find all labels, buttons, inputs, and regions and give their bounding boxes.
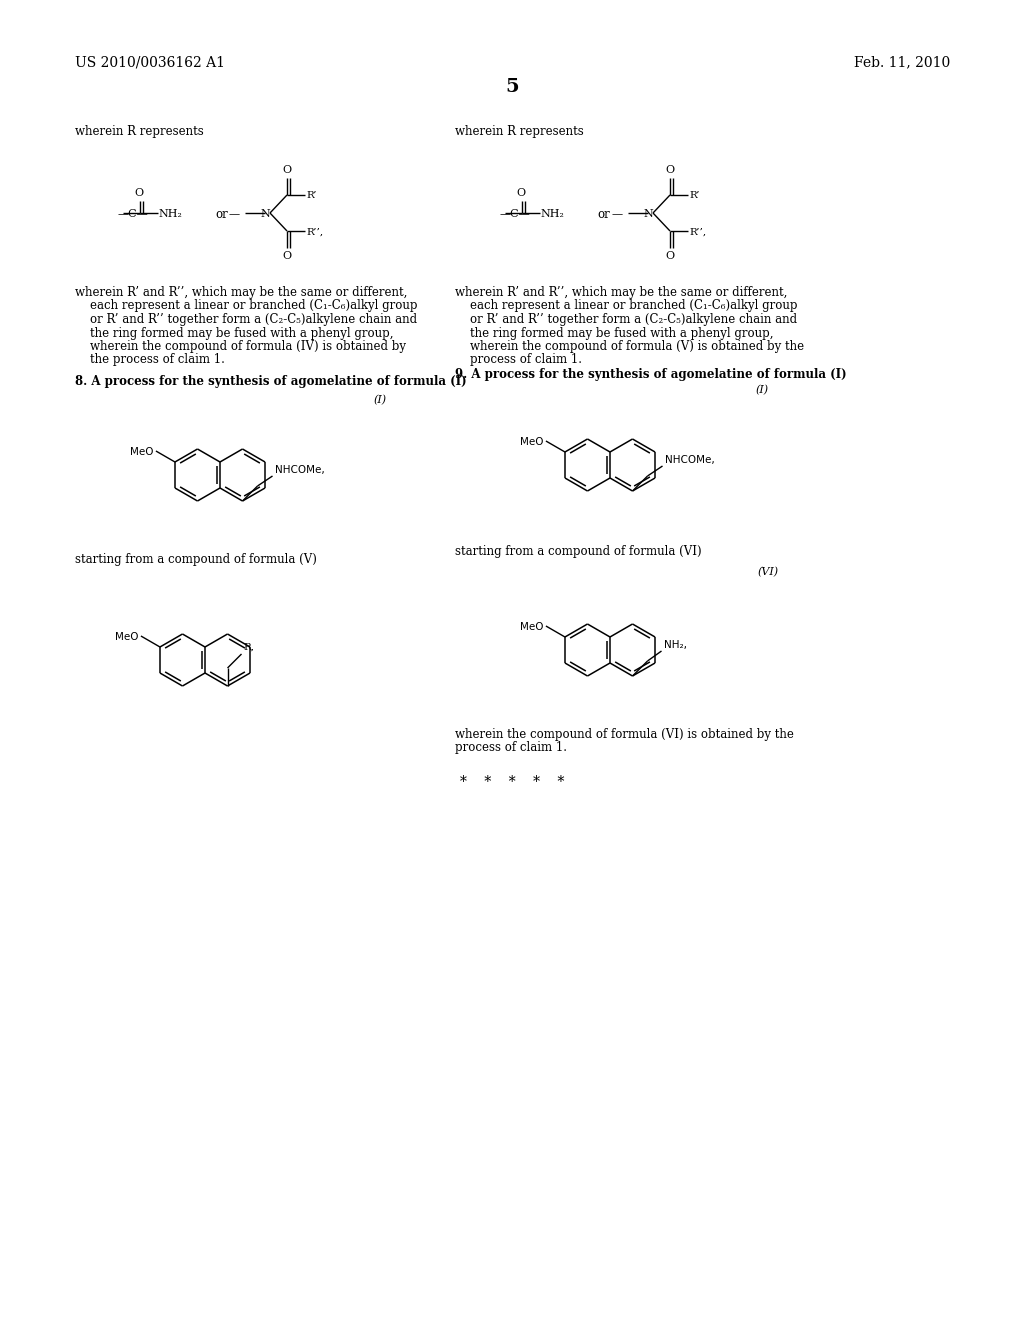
Text: —: —: [229, 209, 240, 219]
Text: R’’,: R’’,: [306, 227, 324, 236]
Text: —: —: [612, 209, 623, 219]
Text: wherein the compound of formula (V) is obtained by the: wherein the compound of formula (V) is o…: [455, 341, 804, 352]
Text: the ring formed may be fused with a phenyl group,: the ring formed may be fused with a phen…: [455, 326, 773, 339]
Text: *    *    *    *    *: * * * * *: [460, 775, 564, 789]
Text: NH₂,: NH₂,: [664, 640, 686, 649]
Text: 5: 5: [505, 78, 519, 96]
Text: R’: R’: [689, 191, 699, 201]
Text: or: or: [215, 209, 227, 222]
Text: starting from a compound of formula (V): starting from a compound of formula (V): [75, 553, 316, 566]
Text: wherein R’ and R’’, which may be the same or different,: wherein R’ and R’’, which may be the sam…: [75, 286, 408, 300]
Text: starting from a compound of formula (VI): starting from a compound of formula (VI): [455, 545, 701, 558]
Text: NH₂: NH₂: [540, 209, 564, 219]
Text: O: O: [666, 165, 675, 176]
Text: O: O: [516, 187, 525, 198]
Text: 8. A process for the synthesis of agomelatine of formula (I): 8. A process for the synthesis of agomel…: [75, 375, 467, 388]
Text: each represent a linear or branched (C₁-C₆)alkyl group: each represent a linear or branched (C₁-…: [455, 300, 798, 313]
Text: wherein R represents: wherein R represents: [75, 125, 204, 139]
Text: O: O: [283, 251, 292, 261]
Text: MeO: MeO: [130, 447, 154, 457]
Text: process of claim 1.: process of claim 1.: [455, 354, 582, 367]
Text: (I): (I): [373, 395, 386, 405]
Text: wherein the compound of formula (IV) is obtained by: wherein the compound of formula (IV) is …: [75, 341, 406, 352]
Text: (I): (I): [756, 385, 769, 395]
Text: NH₂: NH₂: [158, 209, 182, 219]
Text: O: O: [134, 187, 143, 198]
Text: —C—: —C—: [500, 209, 530, 219]
Text: the ring formed may be fused with a phenyl group,: the ring formed may be fused with a phen…: [75, 326, 393, 339]
Text: R’’,: R’’,: [689, 227, 707, 236]
Text: process of claim 1.: process of claim 1.: [455, 741, 567, 754]
Text: Feb. 11, 2010: Feb. 11, 2010: [854, 55, 950, 69]
Text: R,: R,: [244, 643, 255, 652]
Text: wherein R’ and R’’, which may be the same or different,: wherein R’ and R’’, which may be the sam…: [455, 286, 787, 300]
Text: or R’ and R’’ together form a (C₂-C₅)alkylene chain and: or R’ and R’’ together form a (C₂-C₅)alk…: [75, 313, 417, 326]
Text: MeO: MeO: [520, 437, 544, 447]
Text: NHCOMe,: NHCOMe,: [665, 455, 715, 465]
Text: O: O: [666, 251, 675, 261]
Text: MeO: MeO: [520, 622, 544, 632]
Text: N: N: [260, 209, 270, 219]
Text: or R’ and R’’ together form a (C₂-C₅)alkylene chain and: or R’ and R’’ together form a (C₂-C₅)alk…: [455, 313, 797, 326]
Text: —C—: —C—: [118, 209, 148, 219]
Text: R’: R’: [306, 191, 316, 201]
Text: MeO: MeO: [116, 632, 139, 642]
Text: wherein the compound of formula (VI) is obtained by the: wherein the compound of formula (VI) is …: [455, 729, 794, 741]
Text: the process of claim 1.: the process of claim 1.: [75, 354, 225, 367]
Text: O: O: [283, 165, 292, 176]
Text: (VI): (VI): [757, 568, 778, 577]
Text: wherein R represents: wherein R represents: [455, 125, 584, 139]
Text: N: N: [643, 209, 653, 219]
Text: 9. A process for the synthesis of agomelatine of formula (I): 9. A process for the synthesis of agomel…: [455, 368, 847, 381]
Text: NHCOMe,: NHCOMe,: [274, 465, 325, 475]
Text: each represent a linear or branched (C₁-C₆)alkyl group: each represent a linear or branched (C₁-…: [75, 300, 418, 313]
Text: US 2010/0036162 A1: US 2010/0036162 A1: [75, 55, 225, 69]
Text: or: or: [597, 209, 609, 222]
